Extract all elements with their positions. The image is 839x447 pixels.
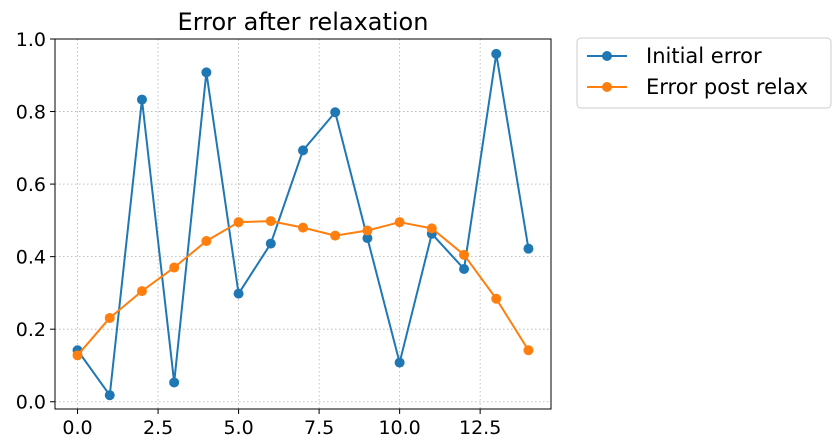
data-point-initial-error bbox=[523, 243, 534, 254]
data-point-initial-error bbox=[169, 377, 180, 388]
data-point-error-post-relax bbox=[169, 262, 180, 273]
data-point-error-post-relax bbox=[523, 345, 534, 356]
legend-marker-initial-error bbox=[602, 51, 612, 61]
legend-box bbox=[576, 37, 832, 109]
data-point-error-post-relax bbox=[330, 230, 341, 241]
y-tick-label: 0.8 bbox=[16, 102, 46, 124]
x-tick-label: 7.5 bbox=[304, 417, 334, 439]
data-point-error-post-relax bbox=[104, 312, 115, 323]
data-point-initial-error bbox=[104, 390, 115, 401]
x-tick-label: 12.5 bbox=[459, 417, 501, 439]
data-point-error-post-relax bbox=[394, 217, 405, 228]
plot-area-frame bbox=[54, 38, 552, 410]
chart-title: Error after relaxation bbox=[178, 8, 429, 36]
data-point-initial-error bbox=[394, 357, 405, 368]
y-tick-label: 0.2 bbox=[16, 319, 46, 341]
data-point-error-post-relax bbox=[362, 225, 373, 236]
y-tick-label: 0.0 bbox=[16, 392, 46, 414]
data-point-error-post-relax bbox=[201, 236, 212, 247]
y-tick-label: 0.6 bbox=[16, 174, 46, 196]
data-point-initial-error bbox=[459, 263, 470, 274]
data-point-error-post-relax bbox=[72, 350, 83, 361]
y-tick-label: 1.0 bbox=[16, 29, 46, 51]
data-point-initial-error bbox=[491, 48, 502, 59]
data-point-initial-error bbox=[201, 67, 212, 78]
axis-ticks: 0.0 2.5 5.0 7.5 10.0 12.5 0.0 0.2 0.4 0.6 0.8 1.0 bbox=[16, 29, 502, 439]
data-point-initial-error bbox=[233, 288, 244, 299]
x-tick-label: 10.0 bbox=[378, 417, 420, 439]
legend-label-initial-error: Initial error bbox=[646, 44, 762, 68]
data-point-initial-error bbox=[330, 107, 341, 118]
y-tick-label: 0.4 bbox=[16, 247, 46, 269]
x-tick-label: 0.0 bbox=[62, 417, 92, 439]
data-point-error-post-relax bbox=[491, 293, 502, 304]
data-point-error-post-relax bbox=[233, 217, 244, 228]
data-point-error-post-relax bbox=[265, 216, 276, 227]
data-point-initial-error bbox=[136, 94, 147, 105]
data-point-initial-error bbox=[265, 238, 276, 249]
legend-label-error-post-relax: Error post relax bbox=[646, 75, 808, 99]
series-layer bbox=[72, 48, 534, 401]
x-tick-label: 5.0 bbox=[223, 417, 253, 439]
data-point-error-post-relax bbox=[298, 222, 308, 233]
x-tick-label: 2.5 bbox=[143, 417, 173, 439]
legend-marker-error-post-relax bbox=[602, 82, 612, 92]
data-point-initial-error bbox=[362, 233, 373, 244]
data-point-error-post-relax bbox=[459, 249, 470, 260]
series-error-post-relax bbox=[72, 216, 534, 361]
data-point-initial-error bbox=[298, 145, 308, 156]
legend: Initial error Error post relax bbox=[576, 37, 832, 109]
data-point-error-post-relax bbox=[426, 223, 437, 234]
data-point-error-post-relax bbox=[136, 286, 147, 297]
